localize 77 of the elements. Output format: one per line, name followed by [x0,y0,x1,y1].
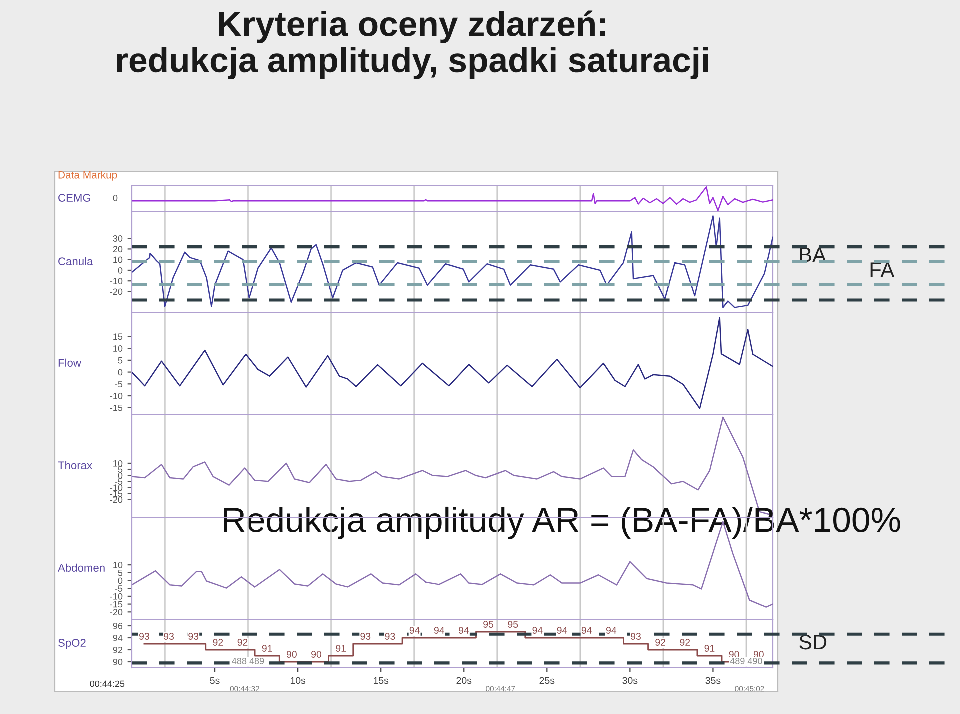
data-label: 94 [434,627,445,634]
x-tick-label: 15s [374,677,389,684]
data-label: 93 [385,633,396,640]
line-series [132,216,773,308]
y-tick-label: 5 [118,466,123,473]
y-tick-label: 30 [113,236,123,242]
data-label: 93 [188,633,199,640]
y-tick-label: -20 [110,288,123,296]
x-tick-label: 35s [706,677,721,684]
data-label: 95 [508,621,518,628]
text: Data Markup [58,171,118,181]
data-label: 94 [532,627,543,634]
y-tick-label: 5 [118,570,123,576]
y-tick-label: -15 [110,601,123,608]
y-tick-label: 0 [118,267,123,274]
data-label: 91 [336,645,346,652]
y-tick-label: 10 [114,562,123,568]
data-label: 90 [286,651,297,658]
y-tick-label: 0 [118,369,123,376]
annotation: Redukcja amplitudy AR = (BA-FA)/BA*100% [224,506,900,540]
y-tick-label: 94 [113,634,123,642]
y-axis-title: Thorax [58,461,92,470]
data-label: 91 [704,645,715,652]
data-label: 94 [582,627,592,634]
y-tick-label: -10 [110,278,123,284]
line-series [132,317,773,410]
y-tick-label: 90 [113,658,123,666]
y-tick-label: -10 [110,392,123,400]
y-axis-title: Canula [58,257,94,266]
data-label: 94 [606,627,617,634]
data-label: 93 [140,633,150,640]
y-tick-label: 20 [113,246,123,253]
data-label: 92 [656,639,666,646]
data-label: 94 [459,627,470,634]
y-tick-label: -20 [110,609,123,616]
y-tick-label: 15 [114,334,123,340]
data-label: 93 [164,633,174,640]
y-tick-label: -5 [115,586,123,592]
y-tick-label: -15 [110,404,123,412]
x-tick-label: 20s [456,677,472,684]
y-tick-label: -20 [110,496,123,504]
data-label: 92 [238,639,248,646]
annotation: 489 490 [730,658,762,664]
y-tick-label: -10 [110,593,123,600]
data-label: 92 [680,639,690,646]
y-tick-label: 5 [118,358,123,364]
data-label: 94 [410,627,420,634]
data-label: 91 [262,645,272,652]
y-axis-title: Flow [58,358,82,367]
annotation: 488 489 [232,658,264,664]
chart-title: Kryteria oceny zdarzeń: redukcja amplitudy, spadki saturacji [117,10,708,80]
y-axis-title: Abdomen [58,564,105,572]
x-tick-label: 10s [290,677,306,684]
ref-line-label: SD [800,634,827,650]
y-tick-label: 10 [114,346,123,352]
y-tick-label: 96 [113,622,123,630]
data-label: 95 [484,621,494,628]
text: 00:44:25 [90,680,125,688]
y-tick-label: -5 [115,381,123,388]
x-tick-label: 25s [540,677,555,684]
x-tick-label: 30s [622,677,638,684]
data-label: 94 [557,627,568,634]
y-tick-label: -10 [110,484,123,492]
data-label: 92 [213,639,224,646]
y-tick-label: -5 [115,478,123,486]
y-tick-label: 0 [118,578,123,584]
y-tick-label: 10 [114,460,123,467]
x-tick-label: 5s [210,677,220,684]
y-tick-label: 0 [118,472,123,479]
data-label: 90 [312,651,322,658]
data-label: 93 [631,633,641,640]
data-label: 93 [360,633,371,640]
y-tick-label: 92 [113,646,123,654]
y-tick-label: -15 [110,490,123,498]
y-axis-title: CEMG [58,194,91,202]
y-axis-title: SpO2 [58,639,86,650]
y-tick-label: 10 [114,256,123,264]
